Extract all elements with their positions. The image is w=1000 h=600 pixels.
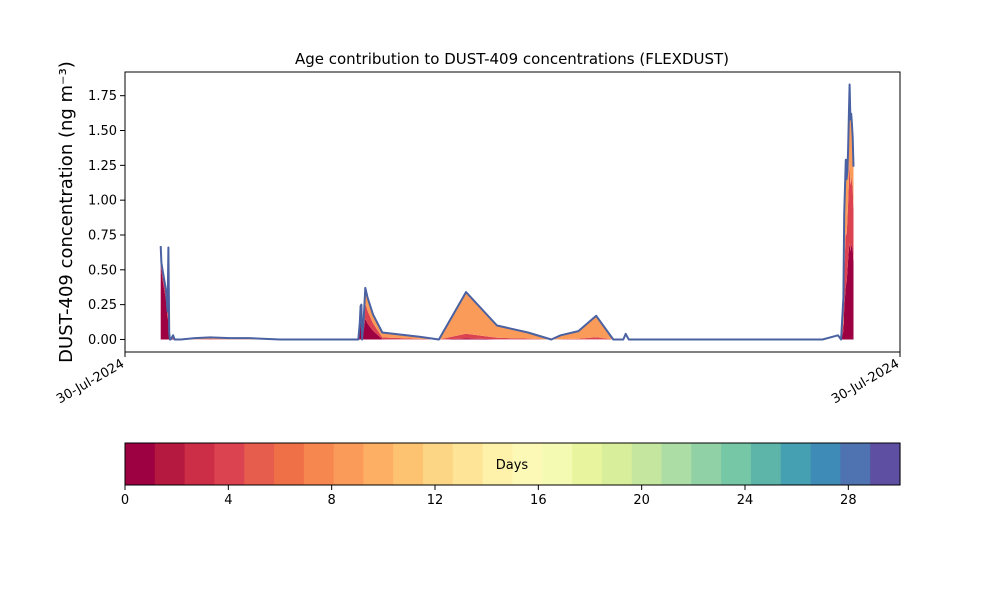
colorbar-segment [542, 443, 573, 485]
colorbar-segment [333, 443, 365, 485]
plot-frame [124, 71, 901, 353]
colorbar-segment [274, 443, 305, 485]
colorbar-segment [840, 443, 871, 485]
y-axis-label: DUST-409 concentration (ng m⁻³) [56, 61, 77, 363]
y-tick-label: 1.25 [88, 159, 117, 174]
colorbar-frame [124, 442, 901, 486]
y-tick-label: 0.00 [88, 333, 117, 348]
colorbar-segment [721, 443, 752, 485]
colorbar-segment [661, 443, 692, 485]
colorbar-segment [601, 443, 633, 485]
colorbar-segment [125, 443, 156, 485]
y-tick-label: 1.00 [88, 194, 117, 209]
colorbar-segment [244, 443, 275, 485]
colorbar-tick-label: 24 [737, 493, 754, 508]
colorbar-segment [482, 443, 514, 485]
colorbar-tick-label: 8 [328, 493, 336, 508]
colorbar-tick-label: 12 [427, 493, 444, 508]
colorbar-tick-label: 0 [121, 493, 129, 508]
plot-background [125, 72, 900, 352]
colorbar-axis: 0 4 8 12 16 20 24 28 [121, 485, 857, 508]
chart-title: Age contribution to DUST-409 concentrati… [295, 50, 729, 68]
colorbar-label: Days [496, 458, 529, 473]
x-axis: 30-Jul-2024 30-Jul-2024 [54, 352, 902, 407]
colorbar-segment [393, 443, 424, 485]
colorbar-segment [870, 443, 901, 485]
colorbar-segment [214, 443, 245, 485]
x-tick-label: 30-Jul-2024 [829, 356, 902, 407]
colorbar-segment [452, 443, 484, 485]
y-tick-label: 1.75 [88, 89, 117, 104]
colorbar-tick-label: 20 [633, 493, 650, 508]
colorbar-segment [154, 443, 186, 485]
colorbar-tick-label: 28 [840, 493, 857, 508]
colorbar [125, 443, 901, 485]
y-tick-label: 0.25 [88, 298, 117, 313]
colorbar-segment [780, 443, 812, 485]
colorbar-segment [363, 443, 394, 485]
y-tick-label: 1.50 [88, 124, 117, 139]
total-concentration-line [159, 83, 855, 341]
colorbar-tick-label: 4 [224, 493, 232, 508]
colorbar-segment [303, 443, 335, 485]
y-axis: 0.00 0.25 0.50 0.75 1.00 1.25 1.50 1.75 [88, 89, 125, 348]
y-tick-label: 0.75 [88, 228, 117, 243]
colorbar-segment [810, 443, 841, 485]
colorbar-tick-label: 16 [530, 493, 547, 508]
colorbar-segment [184, 443, 216, 485]
colorbar-segment [512, 443, 543, 485]
x-tick-label: 30-Jul-2024 [54, 356, 127, 407]
colorbar-segment [423, 443, 454, 485]
colorbar-segment [631, 443, 663, 485]
colorbar-segment [691, 443, 722, 485]
colorbar-segment [750, 443, 782, 485]
colorbar-segment [572, 443, 603, 485]
y-tick-label: 0.50 [88, 263, 117, 278]
